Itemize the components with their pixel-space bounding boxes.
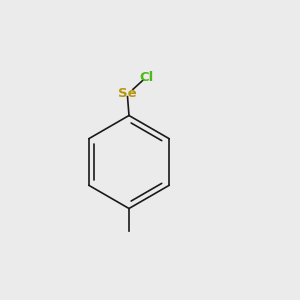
Text: Cl: Cl	[140, 71, 154, 84]
Text: Se: Se	[118, 86, 137, 100]
